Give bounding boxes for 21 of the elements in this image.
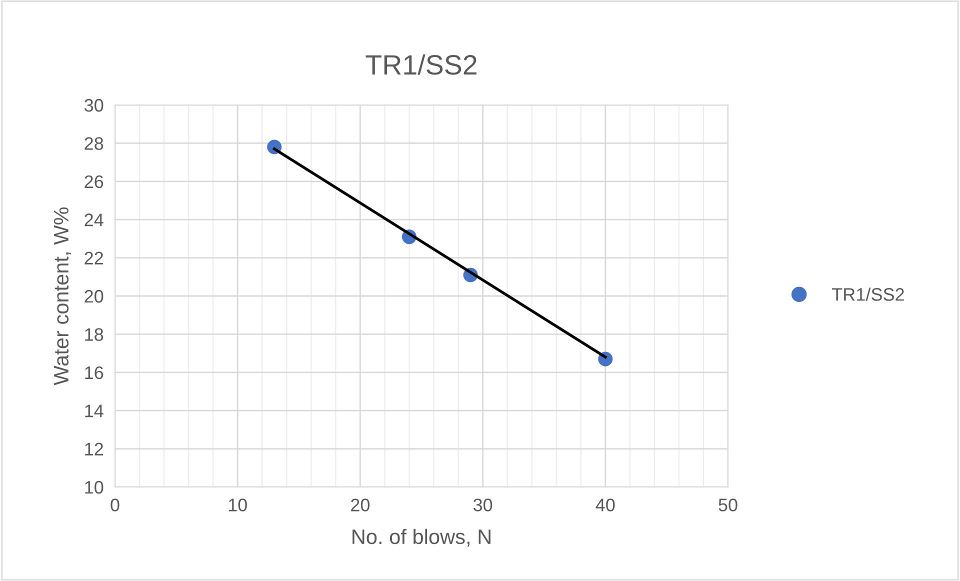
y-tick-label: 24 [84,214,104,226]
x-tick-label: 0 [110,498,120,512]
y-tick-label: 26 [84,175,104,188]
y-tick-label: 20 [84,290,104,303]
y-tick-label: 30 [84,98,104,112]
legend-label: TR1/SS2 [832,288,904,301]
y-tick-label: 18 [85,328,104,341]
y-tick-label: 14 [85,404,104,418]
x-tick-label: 50 [718,498,738,512]
x-tick-label: 40 [596,498,615,512]
x-axis-title: No. of blows, N [352,528,490,547]
y-axis-title: Water content, W% [54,207,72,386]
x-tick-label: 10 [228,498,247,512]
y-tick-label: 22 [84,252,103,264]
chart-title: TR1/SS2 [366,54,476,75]
x-tick-label: 20 [351,498,370,512]
y-tick-label: 28 [84,137,104,150]
x-tick-label: 30 [473,498,492,512]
y-tick-label: 10 [85,480,104,494]
y-tick-label: 16 [85,366,104,380]
y-tick-label: 12 [85,442,103,456]
